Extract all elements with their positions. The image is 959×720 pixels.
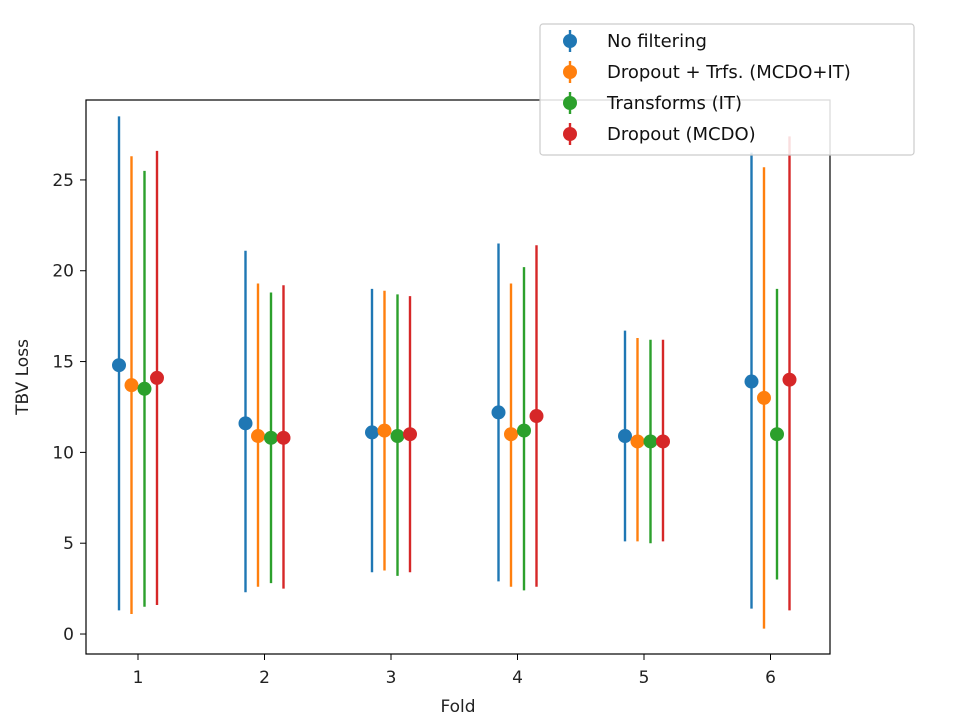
legend-box [539,23,915,156]
data-point [264,430,278,445]
x-tick-label: 5 [639,668,650,688]
y-tick-label: 15 [52,353,74,373]
y-axis-label: TBV Loss [13,339,33,416]
data-point [137,381,152,396]
legend-label: Transforms (IT) [606,93,742,114]
y-tick-label: 25 [52,171,74,191]
y-tick-label: 20 [52,262,74,282]
data-point [238,416,253,431]
data-point [757,390,771,405]
data-point [491,405,506,420]
x-tick-label: 4 [512,668,523,688]
x-tick-label: 6 [765,668,776,688]
data-point [529,409,544,424]
data-point [618,429,632,444]
data-point [630,434,645,449]
legend-label: Dropout + Trfs. (MCDO+IT) [607,62,851,83]
legend-label: No filtering [607,31,707,52]
x-axis: 1 2 3 4 5 6 [133,654,776,688]
data-point [656,434,670,449]
x-tick-label: 1 [133,668,144,688]
data-point [782,372,797,387]
data-point [744,374,759,389]
legend-marker-point [563,127,577,141]
data-point [124,378,139,393]
x-axis-label: Fold [440,697,475,717]
legend-marker-point [563,96,577,110]
data-point [377,423,392,438]
data-point [403,427,417,442]
data-point [276,430,291,445]
legend-marker-point [563,65,577,79]
data-point [517,423,531,438]
data-point [770,427,784,442]
data-point [390,429,405,444]
data-point [504,427,518,442]
data-point [365,425,379,440]
data-point [112,358,126,373]
x-tick-label: 3 [386,668,397,688]
legend-label: Dropout (MCDO) [607,124,756,145]
data-point [643,434,658,449]
y-tick-label: 0 [63,625,74,645]
legend: No filtering Dropout + Trfs. (MCDO+IT) Tra… [539,23,915,156]
y-axis: 0 5 10 15 20 25 [52,171,86,645]
chart-marks [112,116,797,629]
y-tick-label: 5 [63,534,74,554]
y-tick-label: 10 [52,443,74,463]
data-point [150,370,164,385]
legend-marker-point [563,34,577,48]
plot-frame [85,99,831,655]
data-point [251,429,265,444]
x-tick-label: 2 [259,668,270,688]
